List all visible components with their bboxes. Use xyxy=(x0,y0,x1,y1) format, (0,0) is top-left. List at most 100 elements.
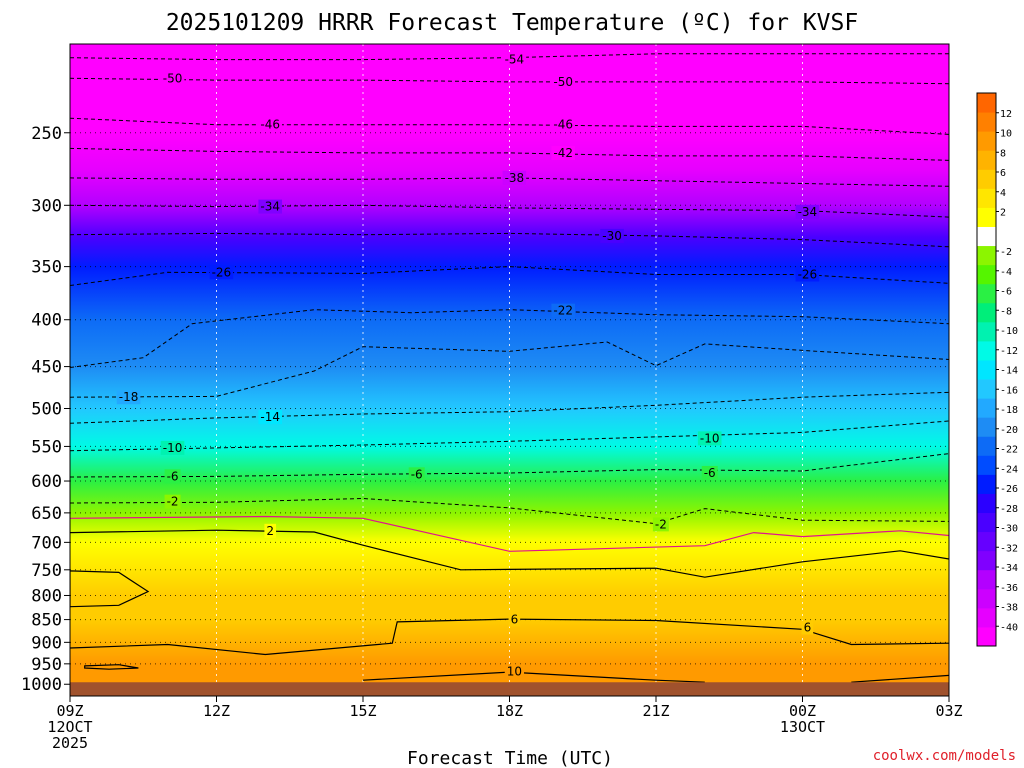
pressure-tick-label: 450 xyxy=(31,358,62,378)
contour-label-background xyxy=(508,612,521,627)
contour-label: 2 xyxy=(266,524,274,538)
colorbar-swatch xyxy=(977,379,996,399)
contour-label-background xyxy=(795,204,820,219)
contour-label: -10 xyxy=(163,441,183,455)
colorbar-tick-label: -28 xyxy=(1000,504,1018,515)
contour-label: -34 xyxy=(260,200,280,214)
time-tick-label: 21Z xyxy=(642,702,669,720)
colorbar-tick-label: -32 xyxy=(1000,543,1018,554)
colorbar-swatch xyxy=(977,207,996,227)
colorbar-tick-label: 8 xyxy=(1000,148,1006,159)
colorbar-swatch xyxy=(977,245,996,266)
colorbar-tick-label: -22 xyxy=(1000,445,1018,456)
pressure-tick-label: 300 xyxy=(31,196,62,216)
contour-line xyxy=(362,671,705,683)
pressure-tick-label: 700 xyxy=(31,533,62,553)
colorbar-tick-label: -34 xyxy=(1000,563,1018,574)
pressure-tick-label: 800 xyxy=(31,586,62,606)
colorbar-swatch xyxy=(977,626,996,647)
contour-label: -2 xyxy=(655,517,667,531)
colorbar-swatch xyxy=(977,550,996,571)
contour-label-background xyxy=(258,199,283,214)
contour-label-background xyxy=(164,494,181,509)
contour-label-background xyxy=(697,431,722,446)
colorbar-swatch xyxy=(977,131,996,151)
colorbar-swatch xyxy=(977,264,996,285)
contour-label-background xyxy=(408,467,425,482)
time-tick-label: 2025 xyxy=(52,734,88,752)
colorbar-tick-label: 4 xyxy=(1000,188,1006,199)
contour-label: -22 xyxy=(553,304,573,318)
colorbar-swatch xyxy=(977,417,996,437)
colorbar-swatch xyxy=(977,436,996,456)
contour-label: 10 xyxy=(507,664,522,678)
chart-title: 2025101209 HRRR Forecast Temperature (ºC… xyxy=(166,10,858,36)
colorbar-swatch xyxy=(977,321,996,342)
contour-label: 6 xyxy=(511,613,519,627)
contour-label-background xyxy=(600,228,624,243)
time-tick-label: 03Z xyxy=(935,702,962,720)
pressure-tick-label: 400 xyxy=(31,311,62,331)
colorbar-swatch xyxy=(977,112,996,132)
colorbar-swatch xyxy=(977,340,996,361)
contour-label-background xyxy=(160,440,185,455)
colorbar-tick-label: -18 xyxy=(1000,405,1018,416)
contour-label: -6 xyxy=(704,466,716,480)
colorbar-tick-label: -36 xyxy=(1000,583,1018,594)
colorbar-tick-label: 12 xyxy=(1000,109,1012,120)
contour-label: -18 xyxy=(119,390,139,404)
contour-label: -34 xyxy=(798,205,818,219)
contour-line xyxy=(70,497,949,525)
colorbar-tick-label: 10 xyxy=(1000,129,1012,140)
isotherm-contours: -54-50 -50-46 -46-42-38-34 -34-30-26 -26-22-… xyxy=(70,52,949,683)
pressure-tick-label: 600 xyxy=(31,472,62,492)
colorbar-swatch xyxy=(977,359,996,380)
ground-surface-layer xyxy=(70,682,949,696)
colorbar-swatch xyxy=(977,283,996,304)
colorbar-tick-label: -8 xyxy=(1000,306,1012,317)
time-tick-label: 15Z xyxy=(349,702,376,720)
time-tick-label: 12Z xyxy=(203,702,230,720)
contour-label: -2 xyxy=(167,495,179,509)
plot-grid xyxy=(70,44,949,696)
colorbar-tick-label: -30 xyxy=(1000,524,1018,535)
colorbar-swatch xyxy=(977,398,996,418)
pressure-tick-label: 1000 xyxy=(21,675,62,695)
contour-label-background xyxy=(652,517,669,532)
pressure-tick-label: 550 xyxy=(31,437,62,457)
contour-label: -50 xyxy=(553,75,573,89)
contour-label-background xyxy=(551,74,576,89)
colorbar-tick-label: -4 xyxy=(1000,267,1012,278)
contour-label: -54 xyxy=(505,53,525,67)
contour-label-background xyxy=(258,117,283,132)
colorbar-swatch xyxy=(977,588,996,609)
time-tick-label: 13OCT xyxy=(780,718,825,736)
contour-label-background xyxy=(502,52,527,67)
contour-line xyxy=(70,515,949,552)
contour-label-background xyxy=(502,170,527,185)
contour-label-background xyxy=(701,465,718,480)
pressure-tick-label: 750 xyxy=(31,561,62,581)
colorbar-swatch xyxy=(977,569,996,590)
colorbar-tick-label: -16 xyxy=(1000,385,1018,396)
colorbar-tick-label: -14 xyxy=(1000,366,1018,377)
contour-label-background xyxy=(504,664,525,679)
colorbar-tick-label: 6 xyxy=(1000,168,1006,179)
colorbar-tick-label: -26 xyxy=(1000,484,1018,495)
contour-label: -30 xyxy=(602,229,622,243)
credit-link[interactable]: coolwx.com/models xyxy=(873,748,1016,764)
contour-line xyxy=(851,674,949,683)
contour-label-background xyxy=(801,620,814,635)
contour-line xyxy=(70,266,949,286)
contour-label: -14 xyxy=(260,410,280,424)
temperature-colorbar: -40-38-36-34-32-30-28-26-24-22-20-18-16-… xyxy=(976,92,1018,647)
colorbar-tick-label: -12 xyxy=(1000,346,1018,357)
pressure-tick-label: 900 xyxy=(31,633,62,653)
colorbar-swatch xyxy=(977,607,996,628)
contour-label-background xyxy=(551,117,576,132)
colorbar-tick-label: -6 xyxy=(1000,287,1012,298)
contour-label: -10 xyxy=(700,431,720,445)
colorbar-swatch xyxy=(977,474,996,494)
contour-label-background xyxy=(164,469,181,484)
